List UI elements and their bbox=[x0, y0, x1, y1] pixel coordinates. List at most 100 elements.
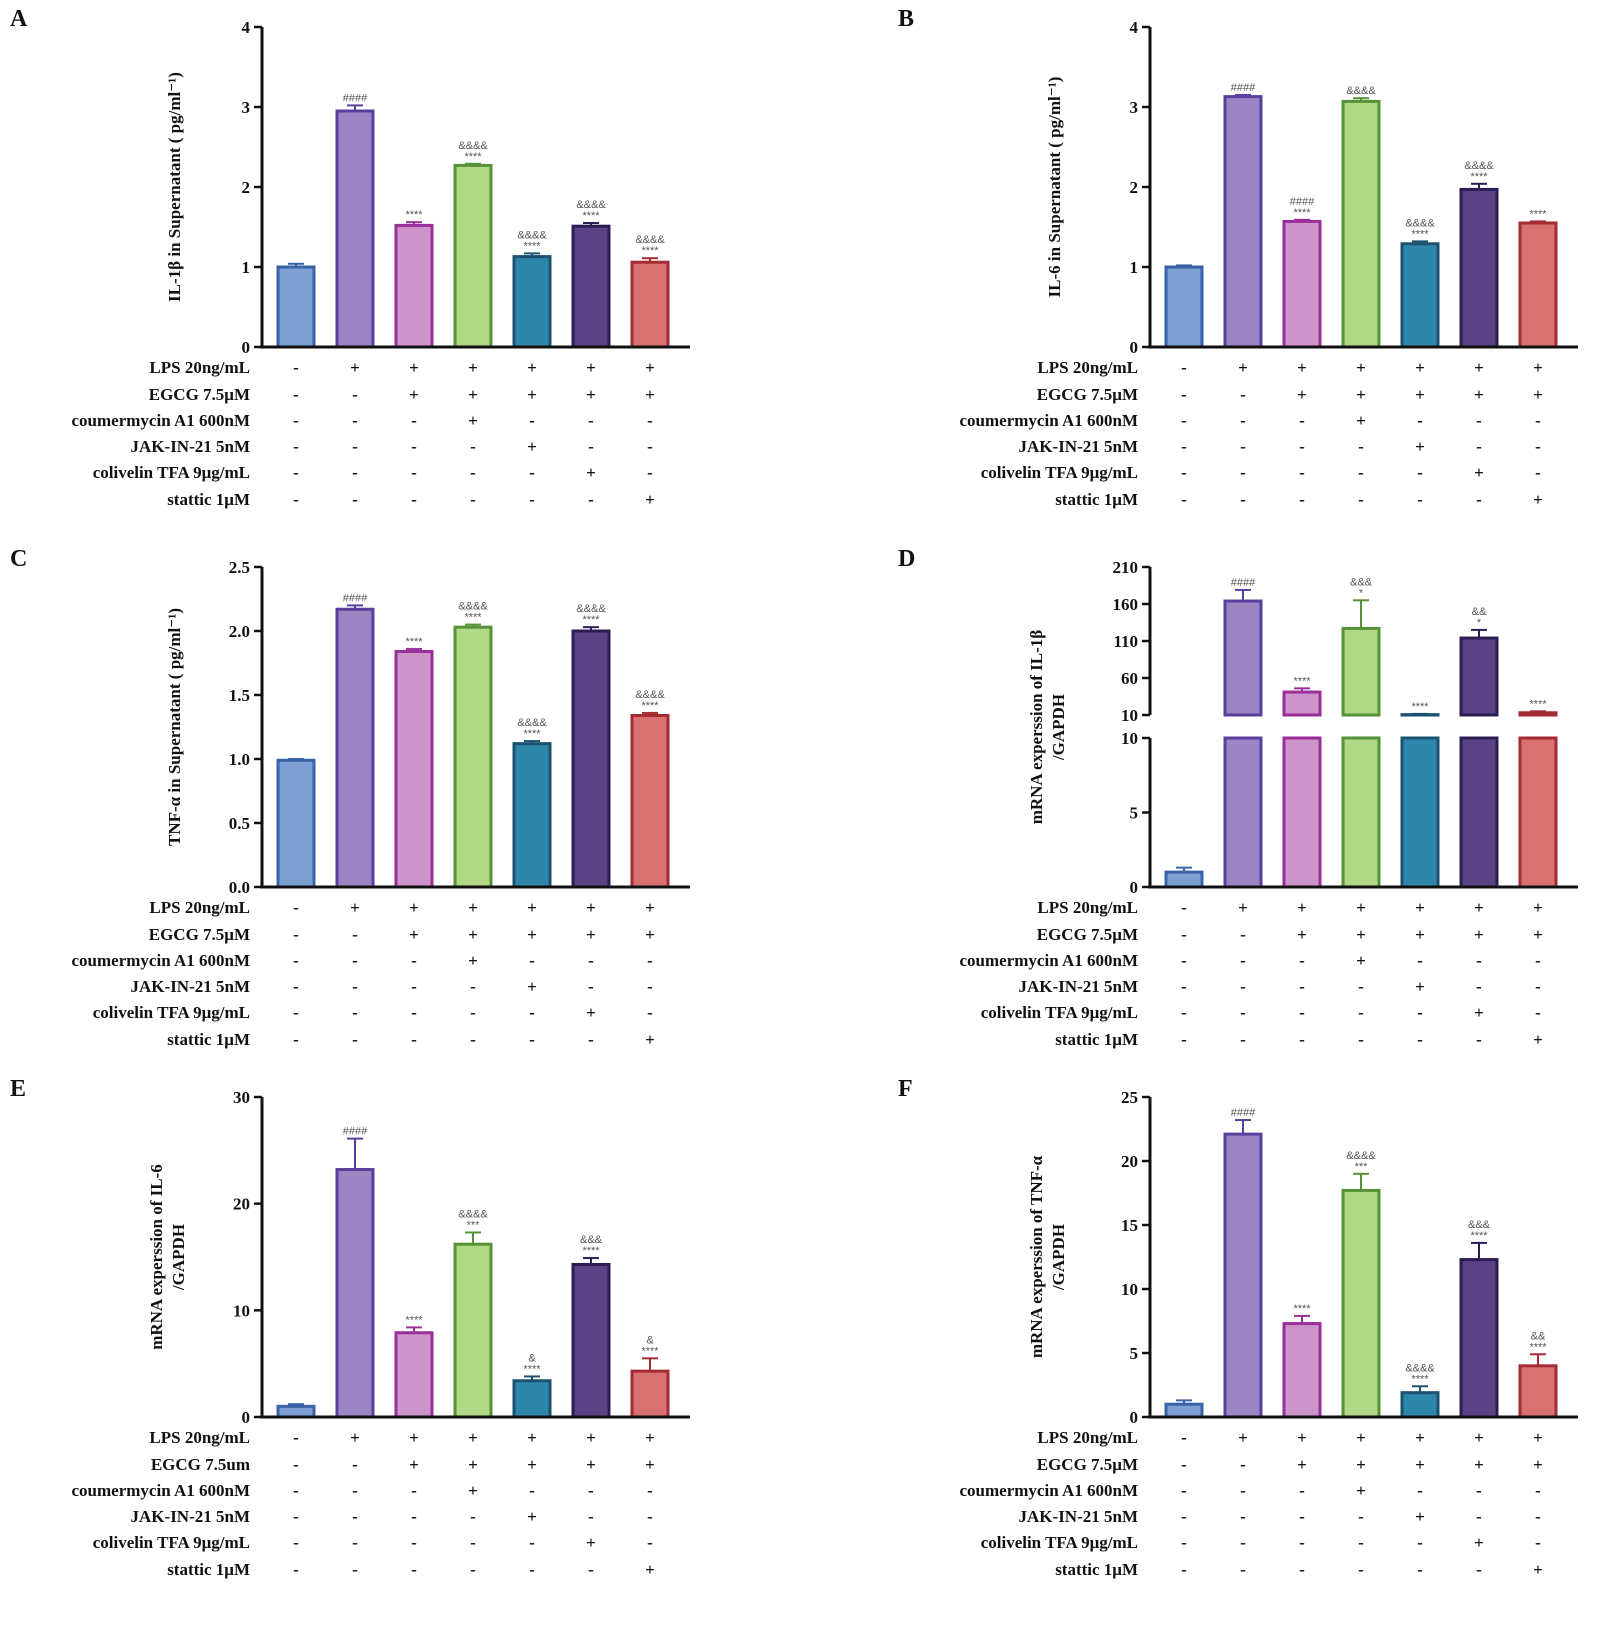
treatment-sign: - bbox=[1181, 1481, 1187, 1500]
treatment-sign: - bbox=[588, 1560, 594, 1579]
significance-label: #### bbox=[343, 92, 368, 104]
y-tick-label: 110 bbox=[1113, 632, 1138, 651]
treatment-label: JAK-IN-21 5nM bbox=[1019, 437, 1138, 456]
treatment-sign: - bbox=[1299, 1030, 1305, 1049]
significance-label: &&&& bbox=[635, 689, 665, 701]
significance-label: &&&& bbox=[458, 1208, 488, 1220]
treatment-sign: - bbox=[293, 898, 299, 917]
treatment-sign: - bbox=[1240, 1455, 1246, 1474]
treatment-sign: + bbox=[468, 1428, 478, 1447]
treatment-sign: - bbox=[293, 358, 299, 377]
y-tick-label: 10 bbox=[233, 1301, 250, 1320]
treatment-sign: - bbox=[1181, 411, 1187, 430]
treatment-sign: - bbox=[1358, 1030, 1364, 1049]
bar bbox=[630, 713, 670, 889]
bar bbox=[1223, 736, 1263, 889]
y-tick-label: 4 bbox=[1130, 18, 1139, 37]
treatment-label: colivelin TFA 9μg/mL bbox=[981, 1533, 1138, 1552]
bar bbox=[1223, 95, 1263, 349]
treatment-sign: + bbox=[586, 358, 596, 377]
treatment-sign: - bbox=[1240, 490, 1246, 509]
bar bbox=[453, 163, 493, 349]
treatment-sign: + bbox=[350, 358, 360, 377]
y-axis-label: TNF-α in Supernatant ( pg/ml⁻¹) bbox=[165, 608, 184, 846]
treatment-sign: - bbox=[411, 1481, 417, 1500]
bar bbox=[1282, 219, 1322, 349]
bar bbox=[1459, 1258, 1499, 1419]
treatment-sign: - bbox=[293, 1455, 299, 1474]
treatment-sign: - bbox=[588, 490, 594, 509]
treatment-label: JAK-IN-21 5nM bbox=[131, 1507, 250, 1526]
treatment-label: coumermycin A1 600nM bbox=[960, 1481, 1138, 1500]
treatment-sign: - bbox=[529, 1030, 535, 1049]
treatment-sign: - bbox=[352, 951, 358, 970]
significance-label: **** bbox=[1411, 228, 1429, 240]
treatment-sign: - bbox=[1358, 1533, 1364, 1552]
treatment-sign: - bbox=[1181, 437, 1187, 456]
y-tick-label: 0 bbox=[1130, 338, 1139, 357]
panel-label: F bbox=[898, 1076, 913, 1102]
treatment-sign: - bbox=[411, 490, 417, 509]
treatment-sign: - bbox=[411, 1030, 417, 1049]
treatment-sign: - bbox=[1299, 951, 1305, 970]
treatment-sign: - bbox=[1240, 1003, 1246, 1022]
y-tick-label: 0.5 bbox=[229, 814, 250, 833]
significance-label: **** bbox=[1529, 208, 1547, 220]
significance-label: * bbox=[1477, 617, 1482, 629]
treatment-sign: - bbox=[1299, 977, 1305, 996]
treatment-sign: + bbox=[645, 1560, 655, 1579]
treatment-sign: + bbox=[527, 925, 537, 944]
treatment-sign: - bbox=[1181, 385, 1187, 404]
significance-label: && bbox=[1531, 1330, 1546, 1342]
treatment-sign: - bbox=[293, 385, 299, 404]
treatment-sign: - bbox=[647, 1481, 653, 1500]
treatment-sign: - bbox=[1299, 437, 1305, 456]
y-tick-label: 160 bbox=[1113, 595, 1139, 614]
treatment-sign: - bbox=[1240, 1481, 1246, 1500]
significance-label: & bbox=[528, 1352, 536, 1364]
significance-label: &&&& bbox=[1405, 217, 1435, 229]
treatment-sign: - bbox=[352, 1003, 358, 1022]
bar bbox=[394, 223, 434, 349]
y-tick-label: 1.5 bbox=[229, 686, 250, 705]
treatment-sign: + bbox=[1533, 358, 1543, 377]
y-tick-label: 10 bbox=[1121, 1280, 1138, 1299]
treatment-sign: - bbox=[1535, 1507, 1541, 1526]
panel-label: A bbox=[10, 6, 28, 32]
treatment-sign: + bbox=[1238, 358, 1248, 377]
treatment-sign: - bbox=[411, 1507, 417, 1526]
bar bbox=[512, 742, 552, 889]
significance-label: &&&& bbox=[576, 603, 606, 615]
treatment-sign: + bbox=[1474, 925, 1484, 944]
treatment-sign: + bbox=[527, 898, 537, 917]
treatment-label: EGCG 7.5μM bbox=[1037, 925, 1138, 944]
significance-label: **** bbox=[582, 1245, 600, 1257]
treatment-label: stattic 1μM bbox=[167, 1560, 250, 1579]
significance-label: **** bbox=[405, 1314, 423, 1326]
treatment-label: stattic 1μM bbox=[167, 490, 250, 509]
treatment-sign: - bbox=[352, 977, 358, 996]
treatment-sign: - bbox=[1240, 1507, 1246, 1526]
treatment-sign: - bbox=[529, 1481, 535, 1500]
bar bbox=[1518, 711, 1558, 717]
treatment-sign: - bbox=[1181, 1003, 1187, 1022]
panel-label: D bbox=[898, 546, 915, 572]
treatment-sign: - bbox=[588, 411, 594, 430]
treatment-sign: - bbox=[352, 1533, 358, 1552]
treatment-sign: + bbox=[1356, 411, 1366, 430]
y-axis-label: mRNA experssion of IL-6 bbox=[147, 1164, 166, 1350]
treatment-sign: - bbox=[293, 1507, 299, 1526]
y-tick-label: 0 bbox=[1130, 1408, 1139, 1427]
treatment-sign: - bbox=[1181, 1533, 1187, 1552]
treatment-sign: - bbox=[588, 437, 594, 456]
treatment-sign: - bbox=[1476, 490, 1482, 509]
y-axis-label: /GAPDH bbox=[169, 1224, 188, 1291]
y-tick-label: 4 bbox=[242, 18, 251, 37]
treatment-sign: - bbox=[1476, 1481, 1482, 1500]
bar bbox=[1341, 99, 1381, 349]
bar bbox=[1164, 1402, 1204, 1419]
treatment-sign: - bbox=[529, 463, 535, 482]
significance-label: **** bbox=[1470, 171, 1488, 183]
treatment-sign: - bbox=[293, 437, 299, 456]
